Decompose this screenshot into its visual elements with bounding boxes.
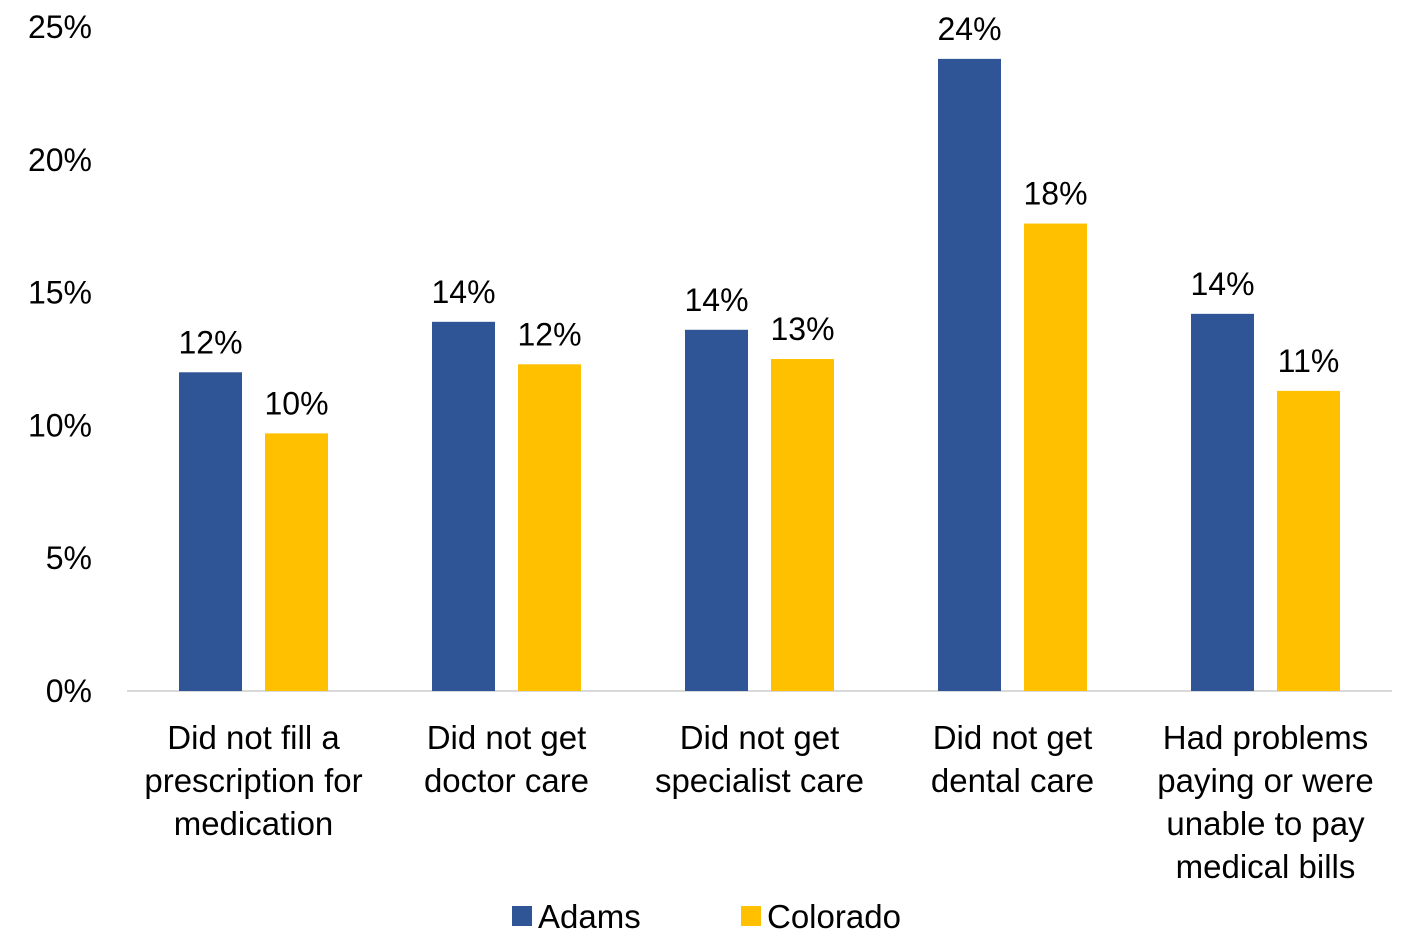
bar-adams — [1191, 313, 1254, 691]
bar-colorado — [771, 359, 834, 691]
category-label: medication — [174, 805, 334, 842]
category-label: paying or were — [1157, 762, 1373, 799]
category-label: specialist care — [655, 762, 864, 799]
data-label: 24% — [937, 11, 1001, 47]
legend-swatch-colorado — [741, 906, 761, 926]
category-label: medical bills — [1176, 848, 1356, 885]
y-tick-label: 25% — [28, 9, 92, 45]
y-tick-label: 0% — [46, 673, 92, 709]
data-label: 12% — [178, 324, 242, 360]
bar-colorado — [1277, 390, 1340, 691]
category-label: Did not get — [933, 719, 1093, 756]
category-label: Did not get — [427, 719, 587, 756]
data-label: 14% — [1190, 266, 1254, 302]
bar-colorado — [518, 364, 581, 691]
category-label: prescription for — [144, 762, 362, 799]
legend-swatch-adams — [512, 906, 532, 926]
data-label: 12% — [517, 316, 581, 352]
data-label: 10% — [264, 385, 328, 421]
category-label: Did not fill a — [167, 719, 340, 756]
category-label: unable to pay — [1166, 805, 1365, 842]
bar-adams — [685, 329, 748, 691]
data-label: 14% — [431, 274, 495, 310]
category-label: doctor care — [424, 762, 589, 799]
data-label: 18% — [1023, 176, 1087, 212]
data-label: 13% — [770, 311, 834, 347]
category-label: Did not get — [680, 719, 840, 756]
data-label: 11% — [1278, 343, 1340, 379]
bar-adams — [938, 58, 1001, 691]
bar-colorado — [1024, 223, 1087, 691]
legend-label: Adams — [538, 898, 641, 935]
y-tick-label: 15% — [28, 275, 92, 311]
category-label: Had problems — [1163, 719, 1368, 756]
bar-adams — [432, 321, 495, 691]
y-tick-label: 5% — [46, 540, 92, 576]
bar-adams — [179, 372, 242, 691]
legend-label: Colorado — [767, 898, 901, 935]
bar-colorado — [265, 433, 328, 691]
y-tick-label: 10% — [28, 407, 92, 443]
y-tick-label: 20% — [28, 142, 92, 178]
category-label: dental care — [931, 762, 1094, 799]
data-label: 14% — [684, 282, 748, 318]
